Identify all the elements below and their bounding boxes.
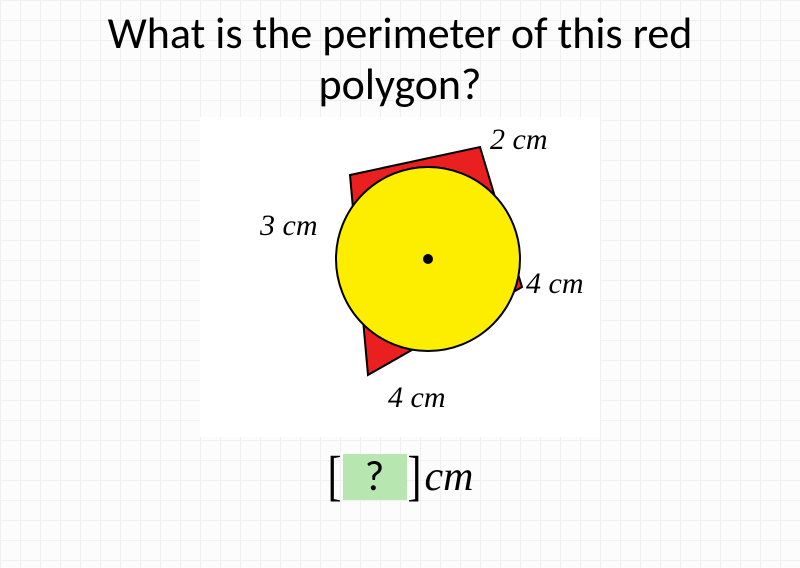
label-top-right: 2 cm	[490, 123, 547, 157]
question-line1: What is the perimeter of this red	[108, 6, 693, 60]
bracket-left: [	[327, 445, 343, 507]
answer-row: [?]cm	[0, 449, 800, 500]
center-dot	[423, 254, 433, 264]
geometry-figure: 2 cm 3 cm 4 cm 4 cm	[200, 117, 600, 437]
label-right: 4 cm	[526, 267, 583, 301]
answer-unit: cm	[425, 454, 474, 500]
label-bottom: 4 cm	[388, 381, 445, 415]
bracket-right: ]	[407, 445, 423, 507]
label-left: 3 cm	[260, 209, 317, 243]
question-text: What is the perimeter of this red polygo…	[0, 0, 800, 109]
question-line2: polygon?	[319, 57, 482, 111]
answer-input[interactable]: ?	[343, 454, 407, 500]
